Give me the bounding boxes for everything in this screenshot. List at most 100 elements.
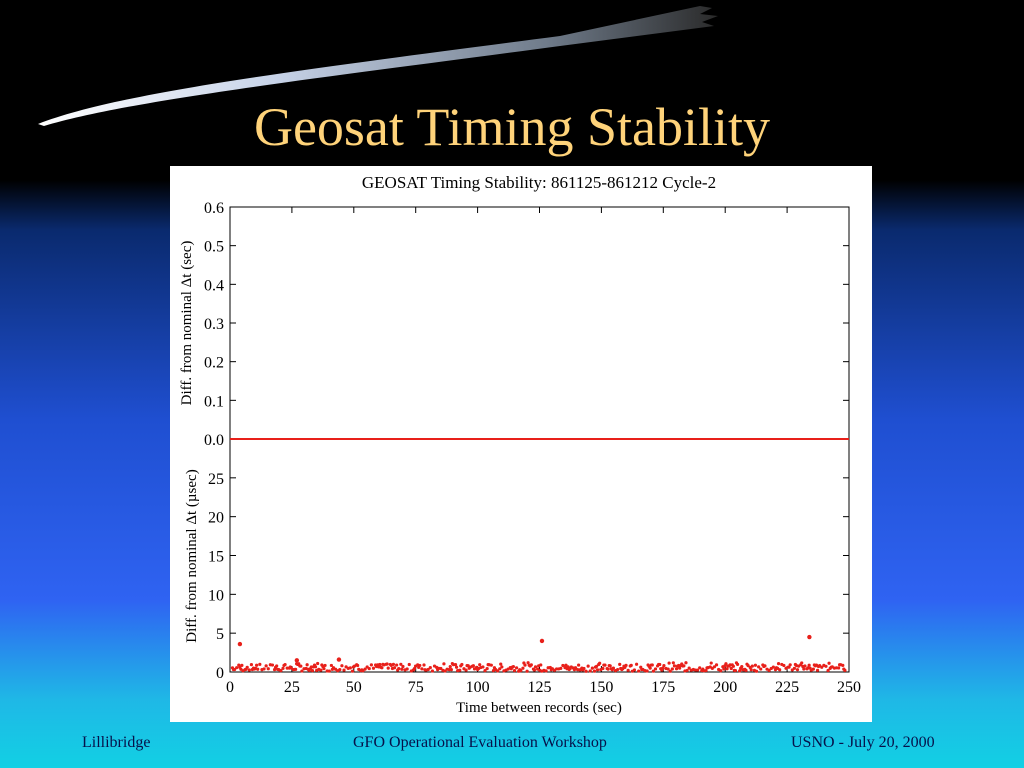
x-tick-label: 175 — [651, 679, 675, 696]
data-point — [671, 661, 675, 665]
data-point — [763, 664, 767, 668]
data-point — [232, 667, 237, 672]
data-point — [442, 662, 446, 666]
data-point — [738, 669, 742, 673]
y-tick-label: 0.3 — [204, 316, 224, 333]
data-point — [658, 662, 662, 667]
data-point — [754, 669, 759, 673]
data-point — [637, 669, 641, 673]
data-point — [629, 663, 633, 667]
bottom-series — [230, 634, 847, 673]
data-point — [529, 663, 533, 667]
data-point — [792, 666, 797, 670]
data-point — [340, 664, 344, 668]
data-point — [611, 666, 616, 670]
x-tick-label: 25 — [284, 679, 300, 696]
data-point — [624, 663, 628, 667]
data-point — [385, 662, 389, 666]
data-point — [712, 665, 717, 669]
timing-stability-chart: GEOSAT Timing Stability: 861125-861212 C… — [179, 173, 861, 716]
data-point — [378, 662, 382, 667]
data-point — [369, 663, 373, 667]
x-tick-label: 100 — [466, 679, 490, 696]
x-tick-label: 225 — [775, 679, 799, 696]
data-point — [281, 666, 285, 670]
data-point — [249, 663, 254, 667]
data-point — [247, 668, 251, 672]
x-tick-label: 200 — [713, 679, 737, 696]
data-point — [678, 666, 682, 670]
data-point — [386, 666, 390, 670]
data-point — [449, 668, 453, 672]
x-tick-label: 250 — [837, 679, 861, 696]
data-point — [279, 668, 283, 673]
slide-title: Geosat Timing Stability — [253, 97, 771, 157]
data-point — [426, 667, 430, 672]
data-point — [776, 662, 781, 666]
data-point — [458, 668, 462, 672]
data-point — [662, 664, 666, 668]
data-point — [771, 665, 775, 669]
data-point — [561, 663, 565, 668]
data-point — [544, 669, 548, 673]
data-point — [577, 663, 581, 667]
data-point — [709, 661, 713, 665]
data-point — [750, 664, 754, 668]
data-point — [391, 662, 396, 666]
data-point — [803, 664, 807, 668]
y-tick-label: 25 — [208, 471, 224, 488]
data-point — [523, 663, 527, 667]
data-point — [401, 664, 405, 669]
data-point — [275, 664, 279, 668]
data-point — [651, 669, 655, 673]
data-point — [843, 668, 847, 672]
data-point — [258, 662, 262, 666]
data-point — [521, 666, 525, 670]
data-point — [283, 662, 287, 667]
top-y-axis-label: Diff. from nominal Δt (sec) — [179, 241, 195, 406]
data-point — [778, 668, 782, 672]
data-point — [348, 666, 352, 670]
data-point — [590, 666, 594, 670]
data-point — [820, 665, 824, 669]
data-point — [815, 668, 820, 672]
outlier-point — [807, 634, 812, 640]
data-point — [724, 662, 728, 666]
y-tick-label: 0.4 — [204, 277, 224, 294]
data-point — [674, 667, 679, 671]
data-point — [498, 667, 502, 671]
data-point — [601, 666, 605, 671]
data-point — [592, 669, 597, 673]
data-point — [841, 663, 845, 668]
data-point — [392, 666, 397, 670]
data-point — [698, 666, 702, 670]
data-point — [725, 667, 729, 671]
top-plot-frame — [229, 206, 850, 440]
data-point — [559, 666, 563, 670]
bottom-plot-frame — [229, 438, 850, 673]
data-point — [342, 668, 346, 672]
data-point — [532, 668, 537, 672]
data-point — [672, 664, 677, 668]
data-point — [668, 669, 672, 673]
data-point — [499, 662, 503, 666]
data-point — [811, 667, 815, 671]
data-point — [667, 661, 671, 665]
data-point — [666, 667, 670, 671]
data-point — [310, 668, 315, 673]
data-point — [729, 666, 733, 671]
data-point — [478, 663, 482, 667]
chart-title: GEOSAT Timing Stability: 861125-861212 C… — [362, 173, 716, 192]
data-point — [262, 667, 266, 671]
data-point — [512, 668, 517, 673]
swoosh-graphic — [38, 6, 718, 126]
y-tick-label: 0.0 — [204, 432, 224, 449]
data-point — [744, 668, 748, 672]
footer-author: Lillibridge — [82, 734, 151, 751]
data-point — [603, 663, 607, 667]
data-point — [519, 669, 523, 673]
data-point — [264, 664, 268, 668]
data-point — [684, 661, 688, 665]
data-point — [685, 668, 689, 673]
data-point — [650, 663, 654, 667]
